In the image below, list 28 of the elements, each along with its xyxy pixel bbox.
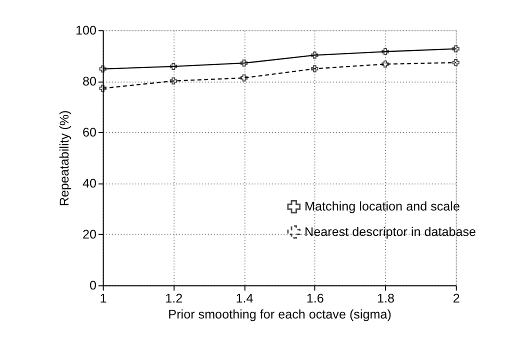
legend-label: Matching location and scale (304, 200, 460, 214)
point (240, 60, 248, 67)
point (99, 84, 106, 92)
y-tick-label: 80 (82, 74, 97, 89)
point (240, 74, 248, 82)
x-axis-title: Prior smoothing for each octave (sigma) (168, 308, 392, 322)
point (170, 77, 177, 85)
y-tick-label: 20 (82, 228, 97, 242)
y-axis-title: Repeatability (%) (58, 110, 72, 206)
point (382, 48, 389, 56)
x-tick-label: 2 (452, 291, 460, 306)
x-tick-label: 1.4 (236, 291, 254, 306)
x-tick-label: 1.6 (306, 291, 324, 306)
x-tick-label: 1.2 (165, 291, 183, 306)
point (311, 52, 318, 59)
point (311, 65, 318, 72)
x-tick-label: 1 (100, 291, 107, 306)
y-tick-label: 40 (82, 176, 97, 191)
point (452, 45, 460, 52)
y-tick-label: 100 (75, 24, 97, 38)
x-tick-label: 1.8 (376, 291, 394, 306)
y-tick-label: 60 (82, 126, 97, 140)
point (452, 59, 460, 66)
point (170, 62, 177, 70)
point (382, 60, 389, 68)
y-tick-label: 0 (89, 278, 97, 293)
legend-label: Nearest descriptor in database (304, 224, 476, 239)
point (99, 65, 106, 73)
